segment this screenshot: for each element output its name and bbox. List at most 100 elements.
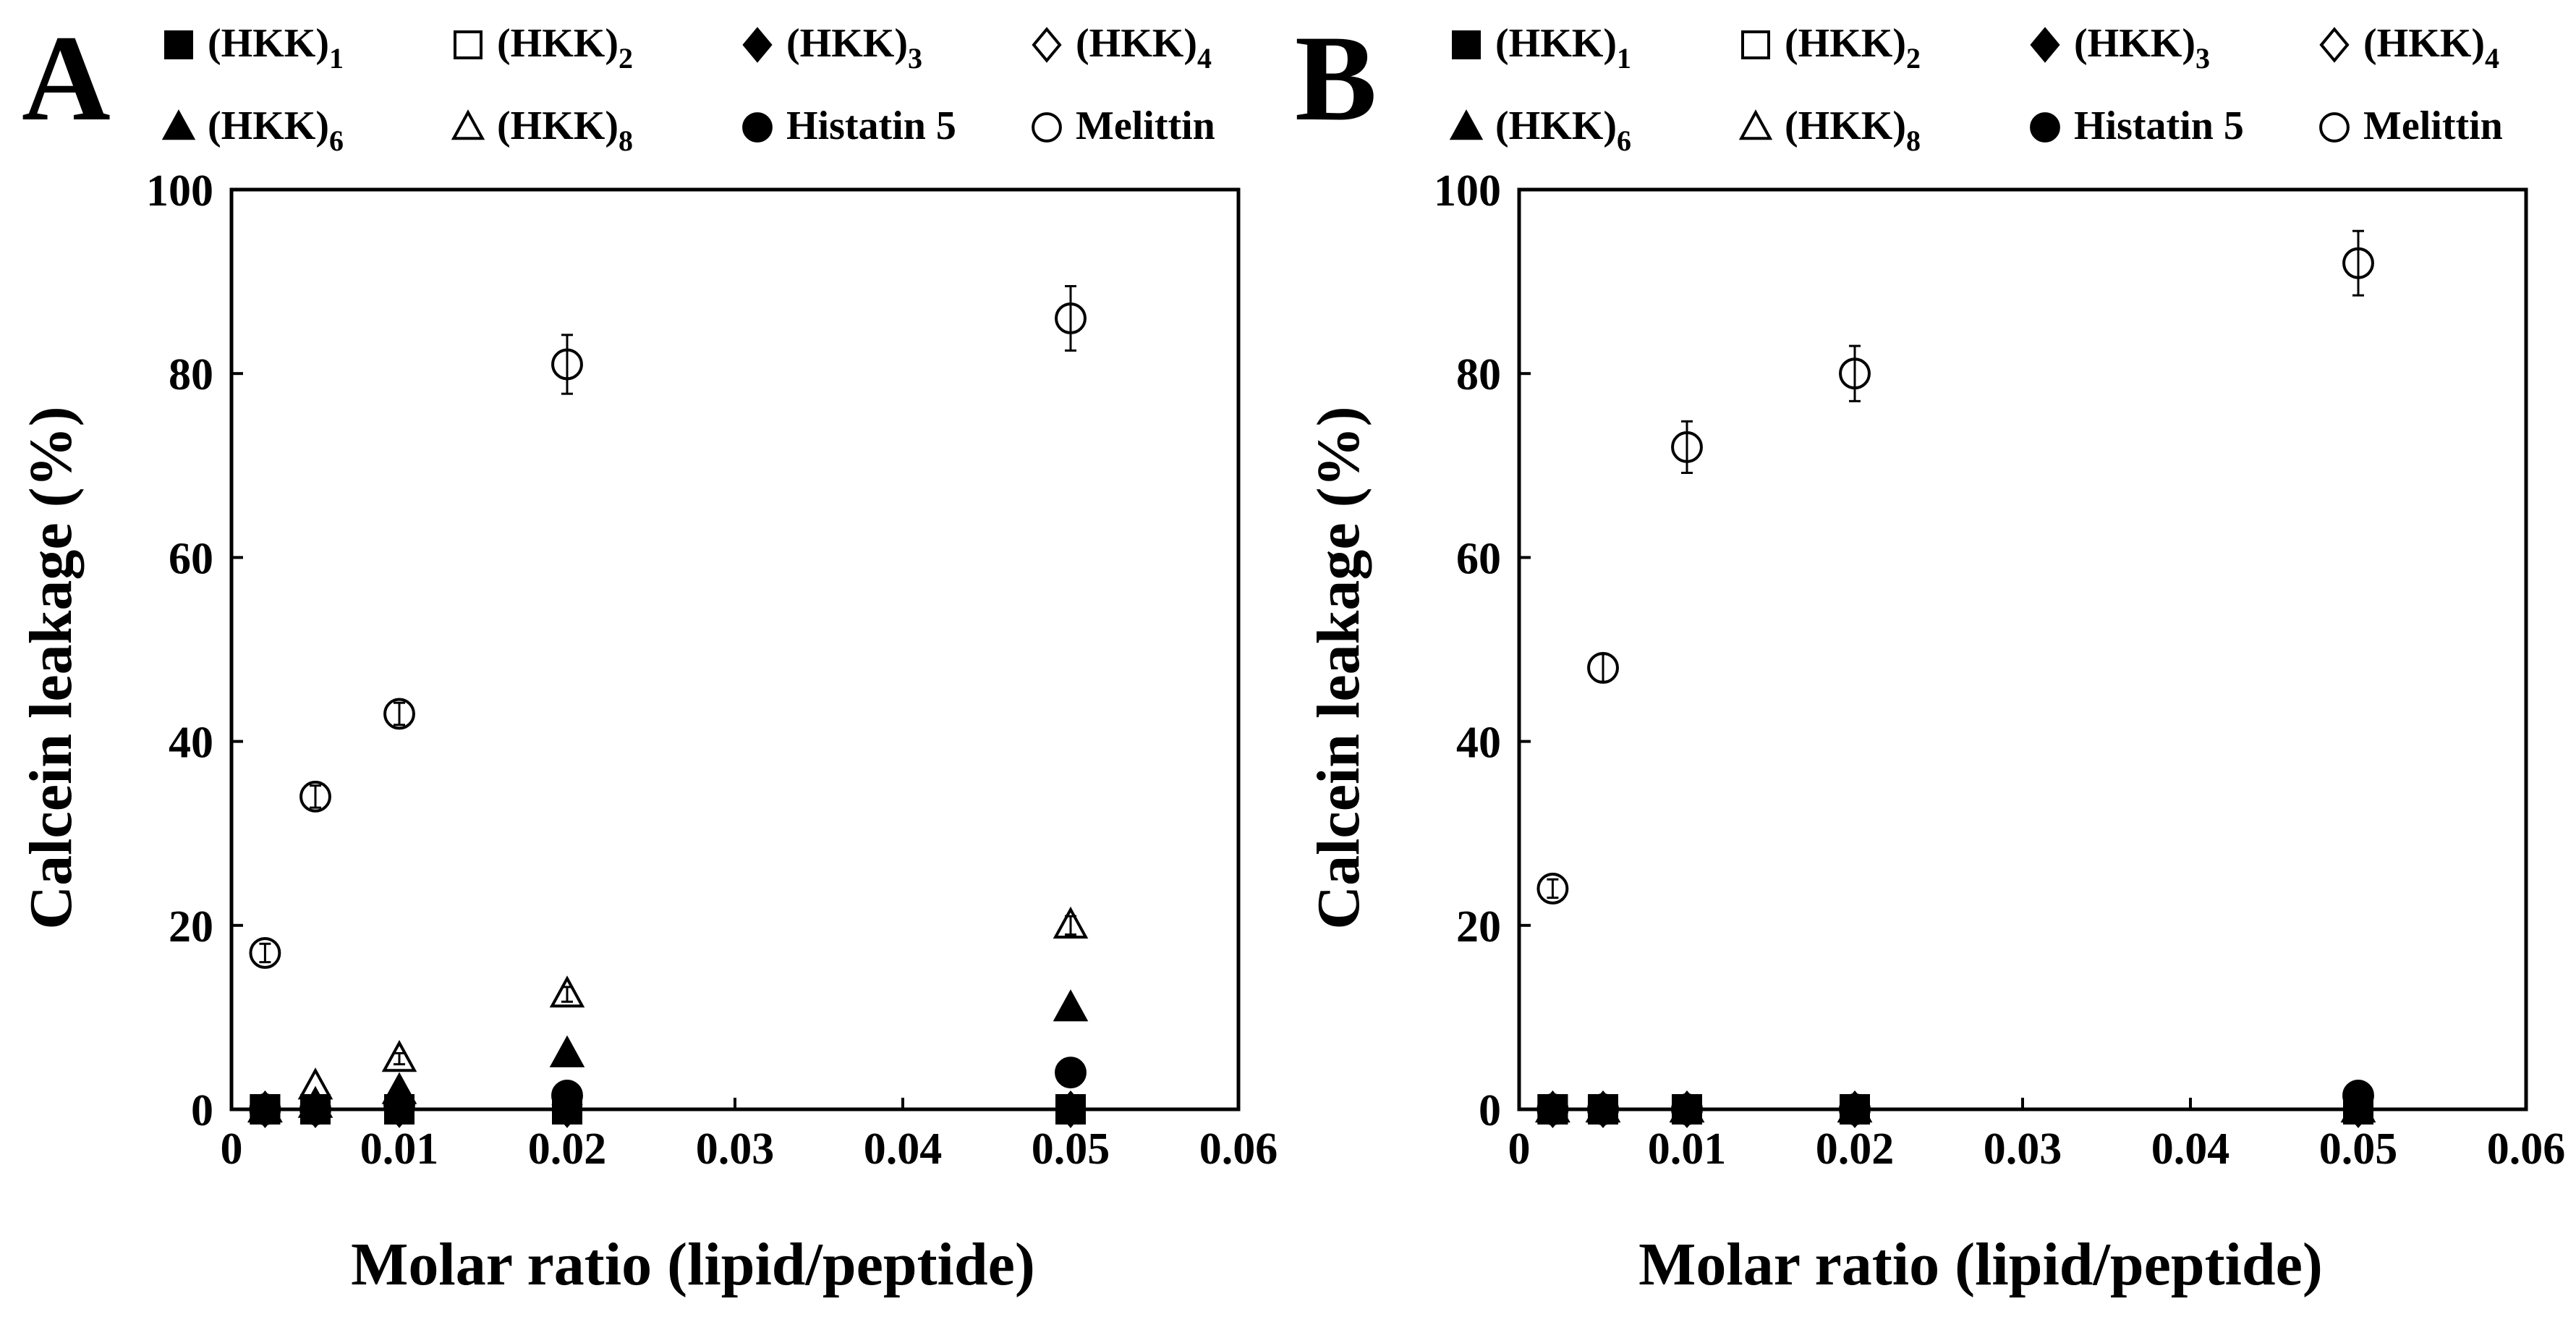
- panel-b-series-melittin: [1536, 229, 2374, 905]
- panel-b-y-tick-label: 20: [1456, 902, 1501, 952]
- panel-b-legend-item-melittin: Melittin: [2319, 103, 2503, 148]
- panel-b-y-tick-label: 60: [1456, 534, 1501, 583]
- panel-a-data-point: [549, 975, 585, 1008]
- panel-a-data-point: [551, 348, 583, 381]
- panel-a-error-bar: [394, 701, 405, 727]
- panel-b-legend-label: (HKK)2: [1785, 21, 1921, 75]
- panel-a-data-point: [383, 698, 415, 730]
- panel-b-error-bar: [2352, 229, 2364, 297]
- panel-a-legend-label: Melittin: [1076, 103, 1215, 148]
- panel-a-legend-label: (HKK)4: [1076, 21, 1212, 75]
- panel-b-data-point: [2343, 1094, 2373, 1125]
- panel-b-legend-marker: [1449, 109, 1484, 140]
- panel-a-data-point: [384, 1094, 415, 1125]
- panel-a-x-tick-label: 0.03: [696, 1125, 775, 1174]
- panel-a-error-bar: [394, 1051, 405, 1066]
- panel-a-x-axis-label: Molar ratio (lipid/peptide): [351, 1231, 1035, 1298]
- panel-a-data-point: [1053, 906, 1089, 939]
- panel-a-data-point: [300, 1094, 331, 1125]
- panel-a-data-point: [1053, 989, 1089, 1022]
- panel-a-legend-marker: [1032, 112, 1062, 143]
- panel-a-legend-label: (HKK)8: [497, 103, 633, 157]
- panel-a-data-point: [549, 1035, 585, 1067]
- panel-a-legend-label: (HKK)3: [786, 21, 922, 75]
- panel-a-legend-item--hkk-2: (HKK)2: [454, 21, 633, 75]
- panel-a-y-tick-label: 40: [169, 719, 213, 768]
- panel-b-error-bar: [1681, 420, 1693, 474]
- panel-b-legend-label: (HKK)1: [1495, 21, 1631, 75]
- panel-a-y-tick-label: 0: [191, 1086, 213, 1135]
- panel-a-x-tick-label: 0.06: [1199, 1125, 1278, 1174]
- panel-b-legend-marker: [2319, 27, 2350, 63]
- panel-b-legend-item--hkk-8: (HKK)8: [1738, 103, 1921, 157]
- panel-b-error-bar: [1547, 878, 1559, 899]
- panel-b-data-point: [1840, 1094, 1870, 1125]
- panel-a-legend-label: (HKK)6: [208, 103, 344, 157]
- panel-b-letter: B: [1295, 10, 1377, 146]
- panel-a-data-point: [1055, 302, 1087, 334]
- panel-a-data-point: [249, 936, 281, 969]
- panel-b-legend-label: Melittin: [2363, 103, 2503, 148]
- panel-a-x-tick-label: 0.04: [864, 1125, 943, 1174]
- panel-b: B (HKK)1 (HKK)2 (HKK)3 (HKK)4 (HKK)6 (HKK)8 Hi…: [1295, 10, 2565, 1298]
- panel-b-legend-label: (HKK)4: [2363, 21, 2499, 75]
- panel-a-legend-item--hkk-4: (HKK)4: [1032, 21, 1212, 75]
- panel-b-x-tick-label: 0.04: [2151, 1125, 2230, 1174]
- panel-a-data-point: [299, 780, 331, 813]
- panel-a: A (HKK)1 (HKK)2 (HKK)3 (HKK)4 (HKK)6 (HKK)8 Hi…: [17, 10, 1278, 1298]
- panel-b-series: [1535, 229, 2376, 1128]
- panel-b-legend-item--hkk-1: (HKK)1: [1452, 21, 1631, 75]
- panel-b-x-tick-label: 0.06: [2487, 1125, 2566, 1174]
- panel-b-legend-item-histatin-5: Histatin 5: [2030, 103, 2244, 148]
- panel-b-y-tick-label: 0: [1479, 1086, 1501, 1135]
- panel-b-x-axis-label: Molar ratio (lipid/peptide): [1638, 1231, 2323, 1298]
- panel-a-y-axis-label: Calcein leakage (%): [17, 406, 85, 929]
- panel-b-legend-label: (HKK)8: [1785, 103, 1921, 157]
- panel-a-error-bar: [310, 784, 321, 809]
- panel-a-legend-marker: [451, 109, 485, 140]
- panel-a-x-tick-label: 0.01: [360, 1125, 439, 1174]
- panel-a-legend-marker: [1032, 27, 1062, 63]
- panel-b-legend-item--hkk-6: (HKK)6: [1449, 103, 1631, 157]
- panel-b-legend-label: (HKK)6: [1495, 103, 1631, 157]
- panel-b-data-point: [2342, 247, 2374, 279]
- panel-a-error-bar: [561, 334, 573, 395]
- panel-a-legend-marker: [161, 109, 196, 140]
- panel-a-legend-marker: [742, 112, 773, 143]
- panel-a-legend-item-melittin: Melittin: [1032, 103, 1215, 148]
- panel-b-legend-marker: [2030, 27, 2060, 63]
- panel-a-series--hkk-1: [250, 1094, 1086, 1125]
- panel-b-y-tick-label: 40: [1456, 719, 1501, 768]
- panel-b-legend-item--hkk-2: (HKK)2: [1741, 21, 1921, 75]
- panel-b-error-bar: [1849, 344, 1861, 402]
- panel-a-series: [247, 284, 1089, 1128]
- panel-b-legend-marker: [2319, 112, 2350, 143]
- panel-a-legend: (HKK)1 (HKK)2 (HKK)3 (HKK)4 (HKK)6 (HKK)8 Hist…: [161, 21, 1215, 157]
- panel-a-legend-item--hkk-8: (HKK)8: [451, 103, 633, 157]
- panel-b-data-point: [1587, 651, 1619, 684]
- panel-a-legend-item--hkk-6: (HKK)6: [161, 103, 344, 157]
- panel-a-y-tick-label: 20: [169, 902, 213, 952]
- panel-a-y-tick-label: 60: [169, 534, 213, 583]
- panel-b-x-tick-label: 0.01: [1648, 1125, 1727, 1174]
- panel-b-x-tick-label: 0: [1508, 1125, 1531, 1174]
- panel-a-y-tick-label: 80: [169, 350, 213, 399]
- panel-a-error-bar: [259, 942, 271, 964]
- panel-b-legend-item--hkk-4: (HKK)4: [2319, 21, 2499, 75]
- panel-a-legend-marker: [454, 30, 483, 59]
- panel-a-axes: 0 0.01 0.02 0.03 0.04 0.05 0.06 0 20 40 60 80 100: [146, 166, 1278, 1174]
- panel-b-y-axis-label: Calcein leakage (%): [1305, 406, 1372, 929]
- panel-a-data-point: [381, 1040, 417, 1072]
- panel-b-legend-marker: [1452, 30, 1481, 59]
- panel-a-data-point: [250, 1094, 281, 1125]
- panel-a-legend-label: (HKK)2: [497, 21, 633, 75]
- panel-b-data-point: [1536, 873, 1569, 905]
- panel-a-legend-item--hkk-1: (HKK)1: [164, 21, 344, 75]
- panel-b-legend-marker: [1738, 109, 1773, 140]
- panel-b-legend-label: Histatin 5: [2074, 103, 2244, 148]
- panel-a-legend-marker: [164, 30, 193, 59]
- panel-a-legend-item-histatin-5: Histatin 5: [742, 103, 956, 148]
- panel-a-legend-item--hkk-3: (HKK)3: [742, 21, 922, 75]
- panel-b-data-point: [1537, 1094, 1568, 1125]
